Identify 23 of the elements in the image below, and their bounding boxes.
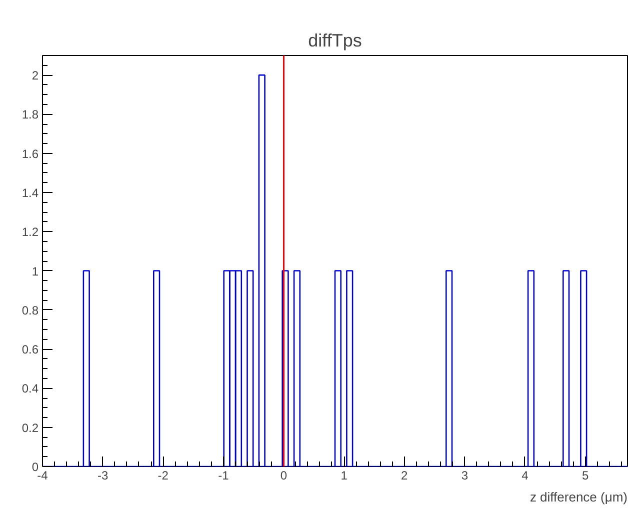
x-axis-title: z difference (μm) <box>530 490 628 504</box>
x-tick-label: 3 <box>461 468 468 482</box>
x-tick-label: 0 <box>280 468 288 482</box>
x-tick-label: -2 <box>158 468 169 482</box>
x-tick-label: 2 <box>401 468 408 482</box>
y-tick-label: 0.4 <box>22 382 39 396</box>
x-tick-label: -3 <box>97 468 108 482</box>
y-tick-label: 0.2 <box>22 420 39 435</box>
x-tick-label: 4 <box>522 468 529 482</box>
y-tick-label: 0.8 <box>22 303 39 318</box>
x-tick-label: 1 <box>340 468 348 482</box>
y-tick-label: 0.6 <box>22 342 39 357</box>
y-tick-label: 1.8 <box>22 108 39 122</box>
y-tick-label: 1 <box>32 264 39 278</box>
chart-title: diffTps <box>308 30 362 50</box>
y-tick-label: 0 <box>32 460 39 474</box>
y-tick-label: 2 <box>32 68 39 83</box>
x-tick-label: 5 <box>582 468 589 482</box>
x-tick-label: -1 <box>218 468 230 482</box>
y-tick-label: 1.6 <box>22 146 39 161</box>
x-tick-label: -4 <box>37 468 48 482</box>
y-tick-label: 1.4 <box>22 186 39 200</box>
y-tick-label: 1.2 <box>22 225 39 240</box>
